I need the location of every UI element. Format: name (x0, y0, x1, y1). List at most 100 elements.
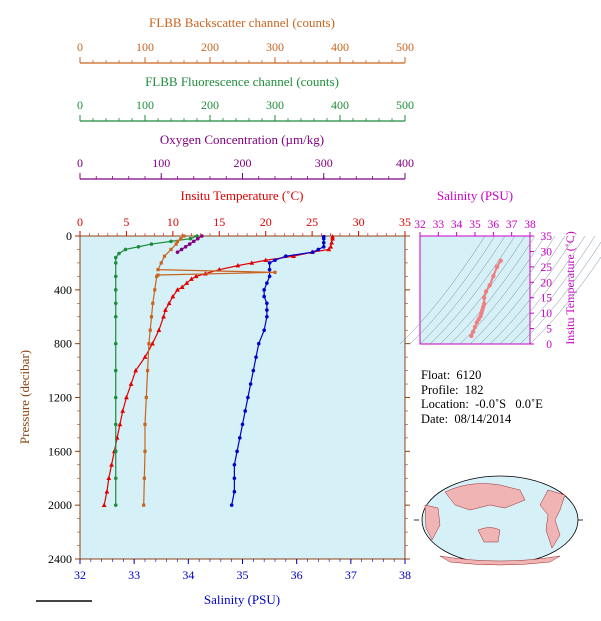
backscatter-point (182, 234, 186, 238)
ts-temperature-tick-label: 10 (541, 308, 553, 320)
oxygen-point (183, 244, 188, 249)
pressure-tick-label: 800 (54, 337, 72, 351)
oxygen-tick-label: 300 (315, 156, 333, 170)
ts-salinity-tick-label: 36 (488, 219, 500, 231)
temperature-tick-label: 15 (213, 215, 225, 229)
ts-temperature-tick-label: 25 (541, 262, 553, 274)
ts-salinity-tick-label: 34 (451, 219, 463, 231)
ts-salinity-tick-label: 32 (414, 219, 426, 231)
ts-contour (439, 235, 526, 345)
backscatter-tick-label: 100 (136, 40, 154, 54)
ts-point (472, 324, 478, 330)
temperature-point (184, 280, 190, 285)
fluorescence-point (113, 449, 118, 454)
fluorescence-tick-label: 0 (77, 98, 83, 112)
salinity-point (273, 258, 277, 263)
fluorescence-point (113, 288, 118, 292)
backscatter-tick-label: 200 (201, 40, 219, 54)
salinity-point (256, 341, 261, 346)
fluorescence-tick-label: 500 (396, 98, 414, 112)
oxygen-tick-label: 0 (77, 156, 83, 170)
salinity-point (311, 250, 315, 254)
ts-temperature-tick-label: 15 (541, 293, 553, 305)
fluorescence-point (169, 239, 173, 244)
salinity-point (284, 254, 288, 258)
salinity-point (321, 244, 326, 249)
backscatter-point (147, 342, 151, 346)
map-land-americas (539, 489, 566, 549)
backscatter-point (143, 422, 147, 427)
pressure-tick-label: 2400 (48, 552, 72, 566)
temperature-axis-label: Insitu Temperature (˚C) (180, 188, 303, 203)
temperature-tick-label: 20 (260, 215, 272, 229)
temperature-point (117, 421, 123, 427)
ts-point (494, 264, 500, 270)
salinity-tick-label: 34 (182, 568, 194, 582)
salinity-point (246, 395, 250, 400)
world-map (414, 475, 583, 566)
ts-salinity-tick-label: 37 (506, 219, 518, 231)
ts-temperature-tick-label: 20 (541, 277, 553, 289)
fluorescence-point (123, 247, 128, 252)
oxygen-tick-label: 200 (234, 156, 252, 170)
backscatter-point (149, 315, 154, 319)
salinity-point (243, 409, 248, 413)
fluorescence-tick-label: 300 (266, 98, 284, 112)
temperature-point (128, 381, 134, 386)
temperature-tick-label: 5 (123, 215, 129, 229)
fluorescence-point (188, 236, 193, 241)
backscatter-point (146, 368, 150, 373)
salinity-point (235, 449, 239, 454)
fluorescence-point (113, 341, 118, 346)
salinity-tick-label: 32 (74, 568, 86, 582)
temperature-tick-label: 35 (399, 215, 411, 229)
fluorescence-point (113, 314, 118, 319)
backscatter-point (156, 268, 160, 272)
pressure-tick-label: 0 (66, 229, 72, 243)
ts-point (491, 273, 496, 279)
temperature-point (124, 394, 129, 400)
temperature-tick-label: 10 (167, 215, 179, 229)
ts-contour (519, 241, 601, 345)
fluorescence-point (113, 301, 118, 306)
salinity-point (229, 503, 234, 507)
backscatter-tick-label: 300 (266, 40, 284, 54)
temperature-point (216, 267, 222, 272)
main-plot-series (101, 234, 335, 507)
temperature-point (166, 300, 172, 306)
temperature-point (175, 287, 180, 292)
fluorescence-point (113, 422, 118, 427)
salinity-point (240, 422, 245, 427)
map-land-africa (424, 504, 441, 541)
temperature-point (101, 502, 107, 507)
ts-contour (529, 256, 601, 345)
backscatter-tick-label: 500 (396, 40, 414, 54)
pressure-tick-label: 400 (54, 283, 72, 297)
temperature-point (189, 276, 194, 281)
temperature-point (163, 307, 168, 312)
salinity-axis-label: Salinity (PSU) (204, 592, 280, 607)
temperature-tick-label: 30 (353, 215, 365, 229)
temperature-point (193, 273, 199, 279)
temperature-point (156, 327, 162, 333)
ts-contour (509, 235, 596, 345)
salinity-point (262, 328, 266, 333)
temperature-point (330, 236, 335, 241)
ts-temperature-tick-label: 5 (546, 324, 552, 336)
salinity-point (248, 382, 253, 386)
salinity-point (267, 267, 272, 272)
main-plot-ticks: 0 5 10 15 20 25 30 35 32 33 34 35 36 37 38 0 400 800 1200 1… (48, 215, 411, 582)
fluorescence-tick-label: 200 (201, 98, 219, 112)
top-axes: 0 100 200 300 400 500 0 100 200 300 400 500 0 100 200 3… (77, 40, 414, 180)
pressure-tick-label: 2000 (48, 498, 72, 512)
footer-mark (36, 600, 92, 602)
float-id: Float: 6120 (421, 368, 482, 382)
temperature-point (142, 354, 148, 359)
salinity-point (232, 462, 237, 467)
temperature-point (150, 341, 155, 346)
backscatter-line (143, 235, 276, 506)
ts-point (474, 320, 480, 325)
oxygen-tick-label: 400 (396, 156, 414, 170)
backscatter-point (179, 237, 183, 241)
salinity-point (237, 436, 242, 440)
